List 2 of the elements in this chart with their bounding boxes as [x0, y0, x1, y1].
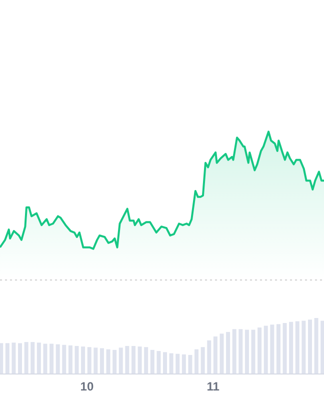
x-tick-label: 11	[206, 380, 220, 394]
x-tick-label: 10	[80, 380, 94, 394]
